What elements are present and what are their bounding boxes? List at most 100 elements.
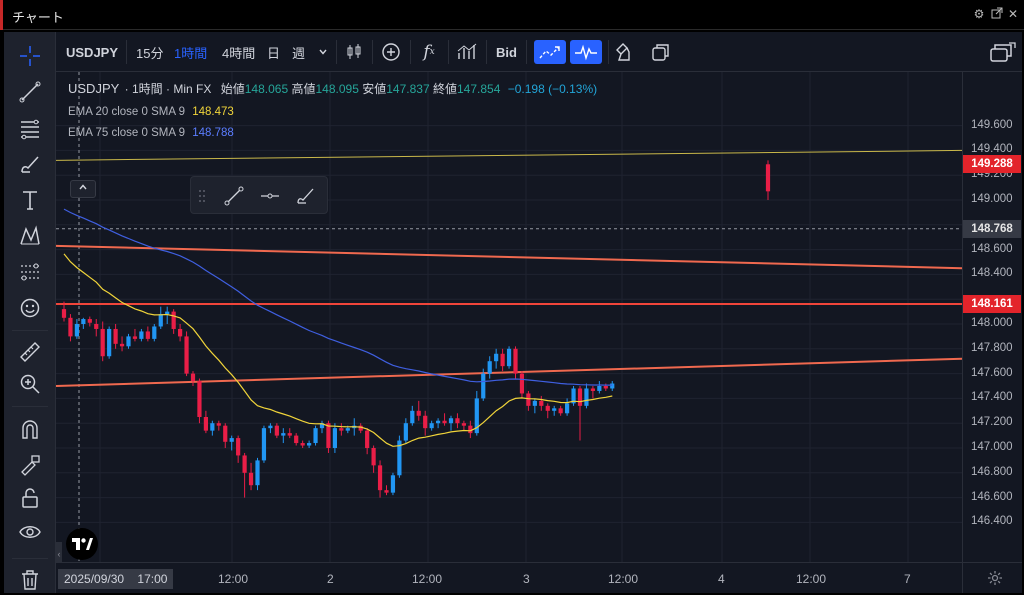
interval-1h-button[interactable]: 1時間 xyxy=(174,45,208,61)
interval-15m-button[interactable]: 15分 xyxy=(136,45,164,61)
candle-body xyxy=(416,410,421,416)
candle-body xyxy=(377,465,383,491)
candle-body xyxy=(313,428,318,444)
candle xyxy=(461,420,466,431)
time-label: 7 xyxy=(904,572,911,586)
candle xyxy=(390,472,396,496)
unlock-icon[interactable] xyxy=(16,484,44,512)
ema-sma-line xyxy=(56,149,962,161)
magnet-icon[interactable] xyxy=(16,416,44,444)
layout-windows-icon[interactable] xyxy=(988,40,1018,64)
pattern-icon[interactable] xyxy=(16,222,44,250)
drag-handle-icon[interactable] xyxy=(195,183,209,209)
candle xyxy=(539,395,544,411)
trash-icon[interactable] xyxy=(16,566,44,594)
emoji-icon[interactable] xyxy=(16,294,44,322)
candle xyxy=(571,386,576,406)
candle xyxy=(371,445,376,473)
chart-pane[interactable]: USDJPY · 1時間 · Min FX 始値148.065 高値148.09… xyxy=(56,72,962,562)
candle-body xyxy=(74,324,79,337)
zoom-in-icon[interactable] xyxy=(16,370,44,398)
popout-icon[interactable] xyxy=(990,7,1004,21)
candle xyxy=(61,301,67,322)
compare-add-icon[interactable] xyxy=(378,40,404,64)
prediction-icon[interactable] xyxy=(16,258,44,286)
legend-open-label: 始値 xyxy=(220,82,245,96)
bid-button[interactable]: Bid xyxy=(496,44,517,60)
candle-body xyxy=(371,448,376,466)
gear-icon[interactable]: ⚙ xyxy=(973,7,985,21)
candle-body xyxy=(506,348,512,367)
drawn-lines xyxy=(56,149,962,387)
candle xyxy=(455,413,460,429)
candle xyxy=(500,348,505,372)
horizontal-line-icon[interactable] xyxy=(257,183,283,209)
interval-week-button[interactable]: 週 xyxy=(292,45,306,61)
candle xyxy=(545,403,550,419)
candle-body xyxy=(248,472,254,486)
legend-high-label: 高値 xyxy=(291,82,316,96)
candle-body xyxy=(326,423,331,448)
candle xyxy=(526,390,531,411)
time-label: 12:00 xyxy=(218,572,249,586)
candle xyxy=(100,321,105,362)
price-label: 146.600 xyxy=(971,490,1013,503)
toolbar-separator xyxy=(526,40,527,64)
candle xyxy=(377,460,383,498)
crosshair-icon[interactable] xyxy=(16,42,44,70)
indicator-templates-icon[interactable] xyxy=(454,40,480,64)
price-scale[interactable]: 149.600 149.400 149.200 149.000 148.600 148.4… xyxy=(962,72,1022,562)
interval-day-button[interactable]: 日 xyxy=(267,45,281,61)
interval-4h-button[interactable]: 4時間 xyxy=(222,45,256,61)
pulse-line-icon[interactable] xyxy=(570,40,602,64)
candle xyxy=(597,381,602,394)
candle xyxy=(190,371,196,386)
legend-symbol[interactable]: USDJPY xyxy=(68,81,120,96)
clear-drawings-icon[interactable] xyxy=(612,40,638,64)
close-icon[interactable]: ✕ xyxy=(1007,7,1019,21)
candle xyxy=(74,319,79,339)
text-icon[interactable] xyxy=(16,186,44,214)
candle xyxy=(203,410,208,434)
tradingview-logo-icon[interactable] xyxy=(66,528,98,560)
candle xyxy=(584,383,589,409)
candle xyxy=(184,331,189,377)
ema20-legend[interactable]: EMA 20 close 0 SMA 9 148.473 xyxy=(68,106,234,118)
candle xyxy=(339,423,344,436)
lock-drawing-icon[interactable] xyxy=(16,450,44,478)
chart-canvas[interactable] xyxy=(56,72,962,562)
trend-line-icon[interactable] xyxy=(16,78,44,106)
interval-dropdown-icon[interactable] xyxy=(316,40,330,64)
price-label: 147.600 xyxy=(971,366,1013,379)
legend-interval: 1時間 xyxy=(131,82,163,96)
symbol-search-button[interactable]: USDJPY xyxy=(66,44,119,60)
eye-icon[interactable] xyxy=(16,518,44,546)
candle-body xyxy=(307,443,312,446)
brush-icon[interactable] xyxy=(16,150,44,178)
fib-retracement-icon[interactable] xyxy=(16,114,44,142)
layout-copy-icon[interactable] xyxy=(648,40,674,64)
trade-line-icon[interactable] xyxy=(534,40,566,64)
gear-icon[interactable] xyxy=(987,570,1003,591)
candle-body xyxy=(119,343,125,347)
toolbar-separator xyxy=(126,40,127,64)
candle-body xyxy=(577,388,583,406)
time-scale[interactable]: 2025/09/30 17:00 12:00 2 12:00 3 12:00 4 12:00 7 xyxy=(56,562,962,593)
brush-icon[interactable] xyxy=(293,183,319,209)
candle-body xyxy=(300,443,305,446)
candle-body xyxy=(494,353,499,362)
ema75-legend[interactable]: EMA 75 close 0 SMA 9 148.788 xyxy=(68,127,234,139)
candle-body xyxy=(81,319,86,324)
legend-collapse-button[interactable] xyxy=(70,180,96,198)
trend-line-icon[interactable] xyxy=(221,183,247,209)
sidebar-collapse-tab[interactable]: ‹ xyxy=(56,542,62,562)
candle xyxy=(165,306,170,324)
ruler-icon[interactable] xyxy=(16,338,44,366)
scale-settings-corner xyxy=(962,562,1022,593)
candle-style-icon[interactable] xyxy=(342,40,366,64)
toolbar-separator xyxy=(410,40,411,64)
price-tag: 148.161 xyxy=(963,295,1021,314)
time-label: 12:00 xyxy=(608,572,639,586)
